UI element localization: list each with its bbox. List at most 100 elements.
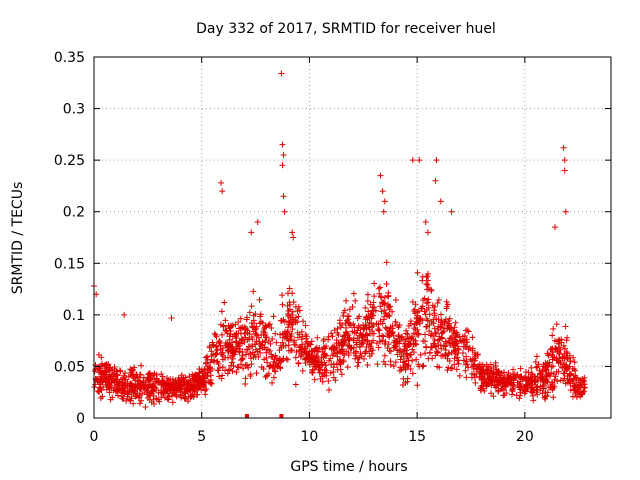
data-point (104, 367, 111, 374)
data-point (325, 377, 332, 384)
data-point (345, 352, 352, 359)
data-point (383, 281, 390, 288)
data-point (423, 280, 430, 287)
data-point (414, 269, 421, 276)
data-point (254, 219, 261, 226)
data-point (533, 353, 540, 360)
data-point (121, 372, 128, 379)
data-point (455, 360, 462, 367)
data-point (506, 375, 513, 382)
data-point (315, 357, 322, 364)
data-point (222, 317, 229, 324)
data-point (561, 355, 568, 362)
data-point (572, 372, 579, 379)
data-point (204, 356, 211, 363)
data-point (419, 273, 426, 280)
data-point (316, 366, 323, 373)
data-point (413, 356, 420, 363)
data-point (380, 208, 387, 215)
data-point (443, 305, 450, 312)
data-point (495, 387, 502, 394)
data-point (521, 375, 528, 382)
data-point (232, 333, 239, 340)
data-point (199, 380, 206, 387)
data-point (103, 361, 110, 368)
data-point (232, 338, 239, 345)
data-point (105, 376, 112, 383)
data-point (169, 399, 176, 406)
data-point (499, 378, 506, 385)
data-point (344, 364, 351, 371)
data-point (500, 392, 507, 399)
data-point (527, 388, 534, 395)
data-point (295, 303, 302, 310)
data-point (270, 313, 277, 320)
data-point (263, 334, 270, 341)
data-point (111, 384, 118, 391)
data-point (92, 381, 99, 388)
data-point (516, 373, 523, 380)
data-point (375, 321, 382, 328)
data-point (198, 386, 205, 393)
data-point (178, 371, 185, 378)
data-point (547, 384, 554, 391)
data-point (137, 385, 144, 392)
data-point (451, 355, 458, 362)
data-point (134, 390, 141, 397)
data-point (567, 371, 574, 378)
data-point (281, 334, 288, 341)
data-point (299, 367, 306, 374)
data-point (289, 326, 296, 333)
data-point (554, 338, 561, 345)
data-point (496, 374, 503, 381)
data-point (226, 333, 233, 340)
data-point (95, 351, 102, 358)
data-point (272, 352, 279, 359)
data-point (194, 374, 201, 381)
data-point (434, 349, 441, 356)
data-point (560, 144, 567, 151)
data-point (279, 292, 286, 299)
data-point (543, 364, 550, 371)
data-point (408, 351, 415, 358)
data-point (325, 333, 332, 340)
data-point (343, 348, 350, 355)
data-point (252, 310, 259, 317)
data-point (302, 339, 309, 346)
data-point (213, 358, 220, 365)
data-point (526, 378, 533, 385)
data-point (314, 334, 321, 341)
data-point (381, 300, 388, 307)
data-point (256, 338, 263, 345)
data-point (226, 367, 233, 374)
data-point (130, 400, 137, 407)
data-point (272, 330, 279, 337)
data-point (550, 354, 557, 361)
data-point (343, 297, 350, 304)
data-point (544, 392, 551, 399)
data-point (360, 340, 367, 347)
data-point (416, 157, 423, 164)
data-point (234, 364, 241, 371)
data-point (355, 322, 362, 329)
data-point (363, 344, 370, 351)
data-point (368, 328, 375, 335)
data-point (536, 370, 543, 377)
data-point (384, 301, 391, 308)
data-point (327, 355, 334, 362)
data-point (224, 370, 231, 377)
data-point (570, 354, 577, 361)
data-point (121, 311, 128, 318)
data-point (243, 361, 250, 368)
data-point (435, 296, 442, 303)
data-point (389, 330, 396, 337)
data-point (239, 355, 246, 362)
data-point (352, 297, 359, 304)
data-point (452, 319, 459, 326)
data-point (99, 370, 106, 377)
data-point (287, 314, 294, 321)
data-point (487, 364, 494, 371)
data-point (425, 304, 432, 311)
data-point (148, 399, 155, 406)
data-point (340, 312, 347, 319)
